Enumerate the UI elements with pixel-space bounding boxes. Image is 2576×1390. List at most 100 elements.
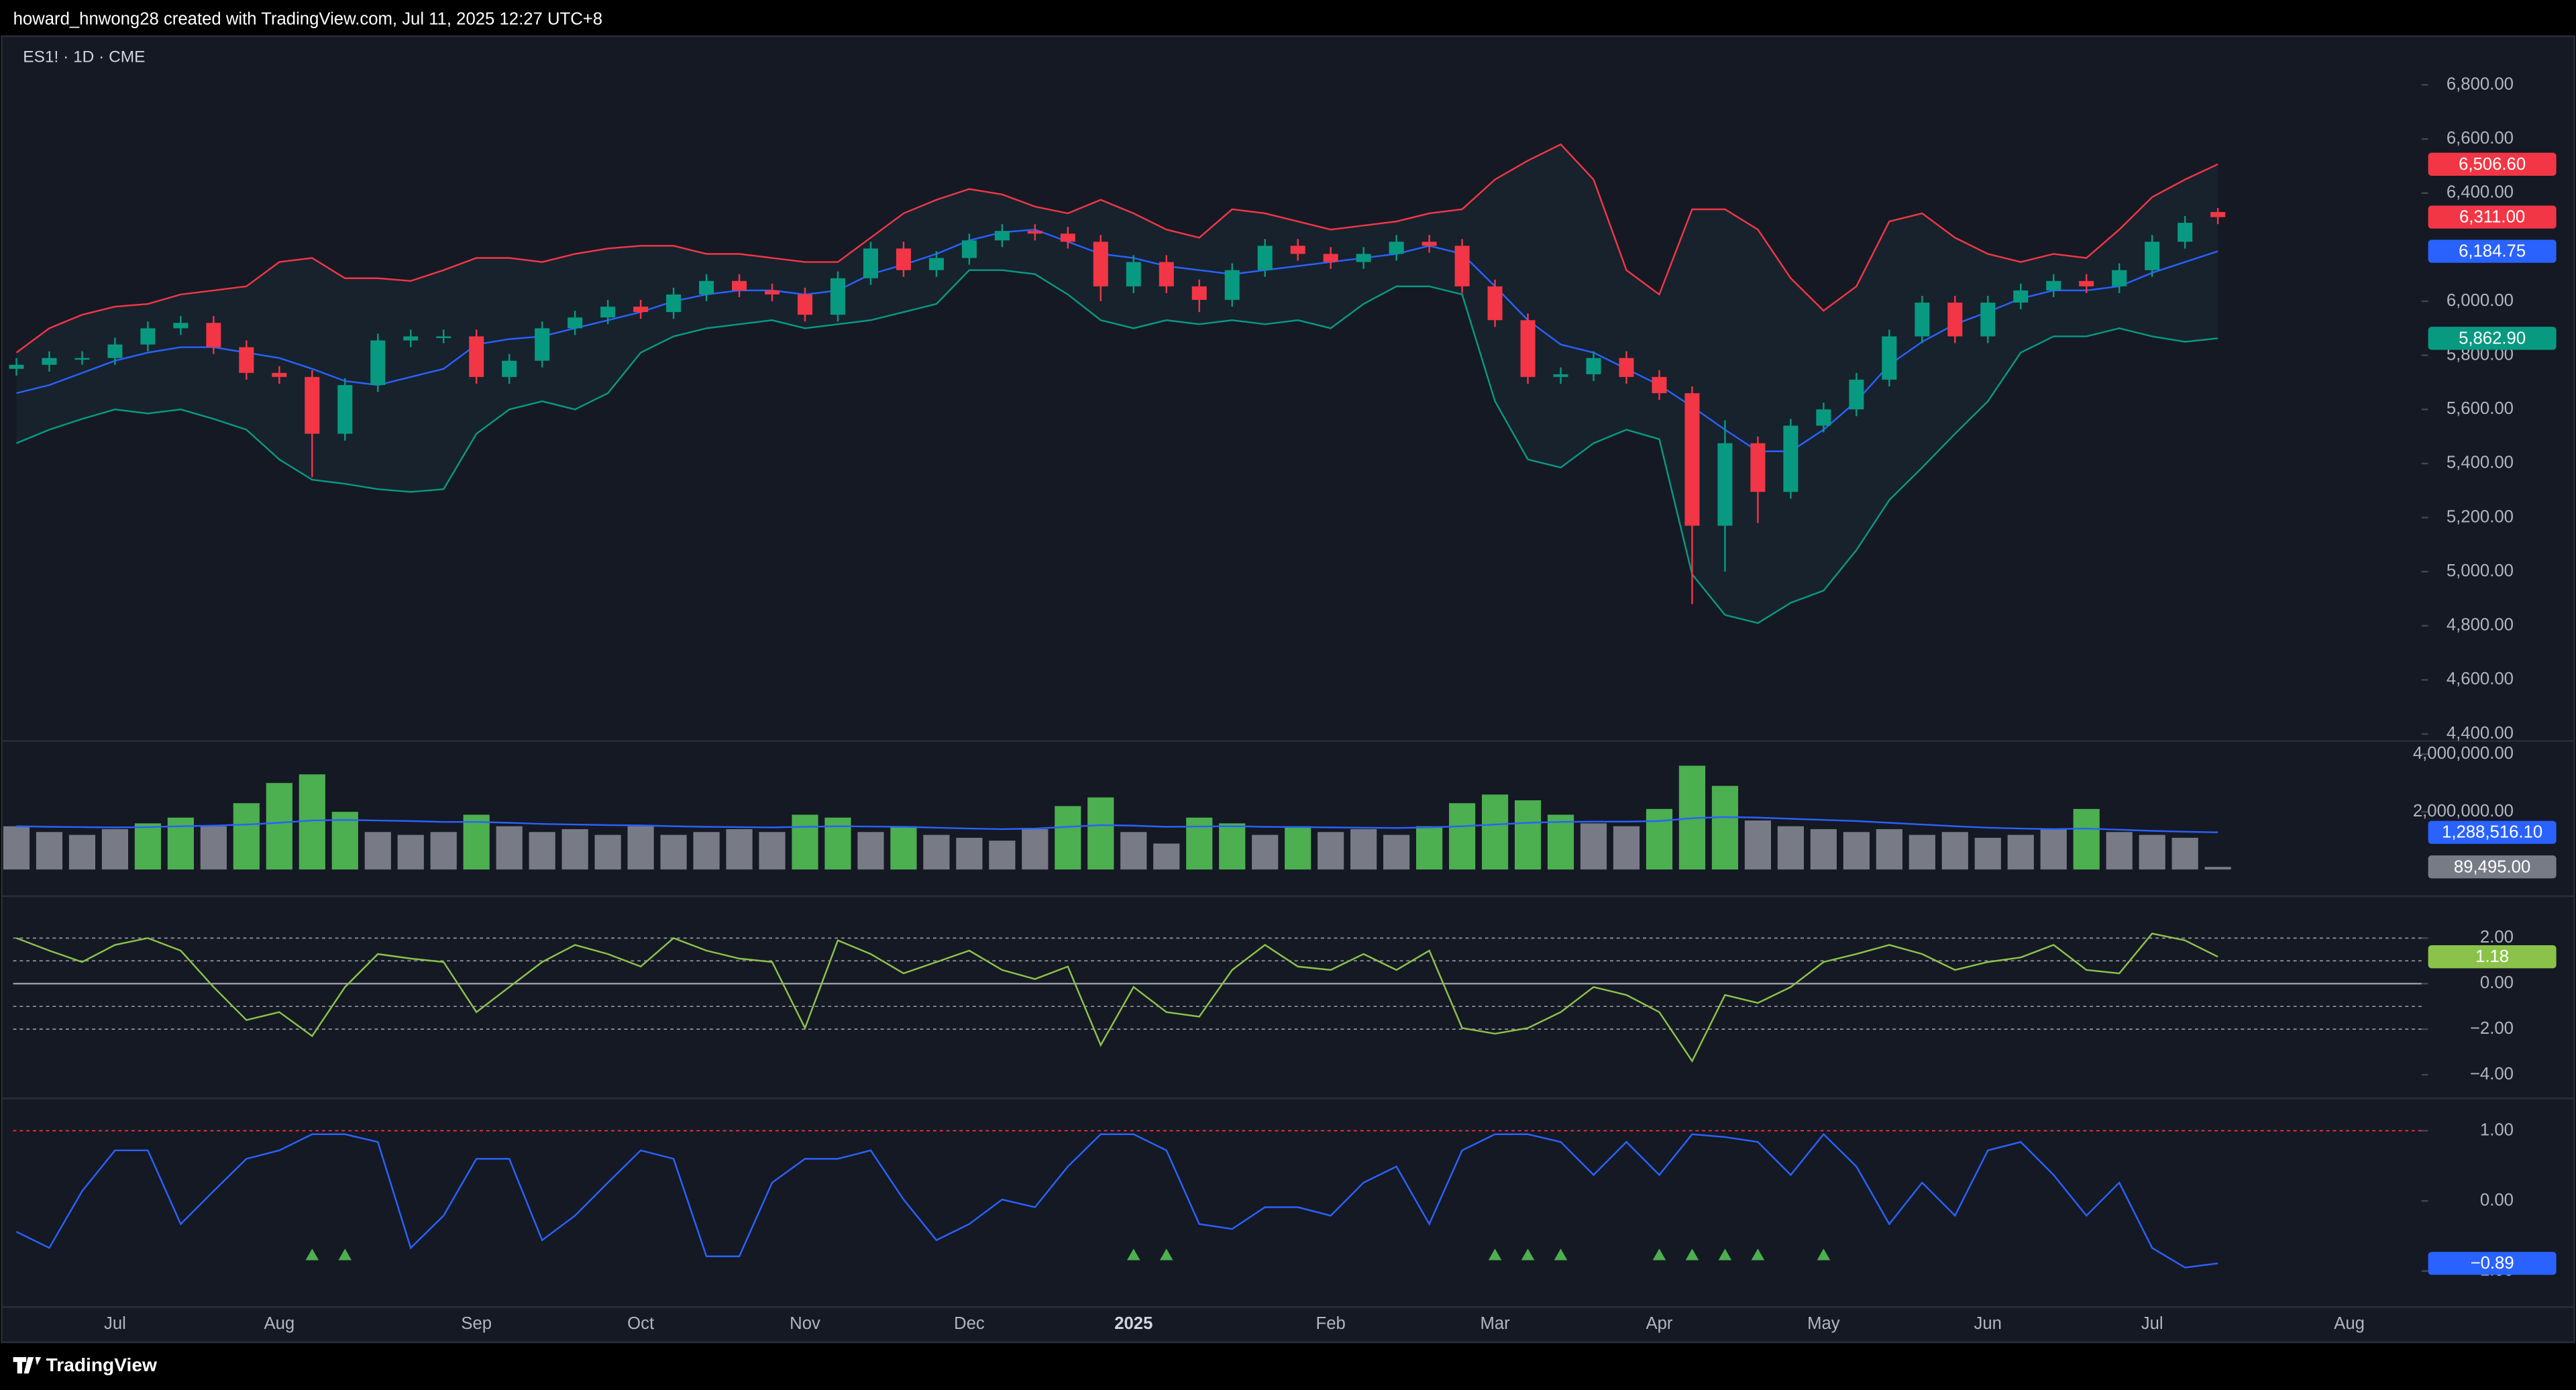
volume-bar <box>299 774 325 870</box>
signal-marker <box>1652 1248 1666 1261</box>
volume-bar <box>660 835 687 870</box>
candle-body <box>1980 303 1996 337</box>
volume-bar <box>1974 837 2001 870</box>
x-tick-label: Jul <box>2141 1314 2163 1333</box>
y-tick-label: 2,000,000.00 <box>2413 802 2514 820</box>
candle-body <box>1126 262 1141 286</box>
candle-body <box>1652 376 1667 394</box>
y-tick-label: 4,400.00 <box>2447 724 2514 743</box>
signal-marker <box>1127 1248 1140 1261</box>
price-tag-label: 6,184.75 <box>2459 242 2526 261</box>
volume-bar <box>792 814 818 870</box>
price-tag-label: 5,862.90 <box>2459 329 2526 348</box>
volume-bar <box>1876 828 1902 870</box>
candle-body <box>928 258 944 270</box>
price-tag <box>2428 820 2557 844</box>
volume-bar <box>857 832 884 870</box>
volume-bar <box>1580 823 1607 870</box>
candle-body <box>1947 303 1963 337</box>
price-tag-label: 1,288,516.10 <box>2442 823 2542 842</box>
x-tick-label: Jul <box>104 1314 126 1333</box>
candle-body <box>107 344 123 358</box>
price-tag-label: 89,495.00 <box>2454 857 2530 876</box>
y-tick-label: 0.00 <box>2480 973 2514 992</box>
y-tick-label: 1.00 <box>2480 1120 2514 1139</box>
volume-bar <box>1416 826 1443 870</box>
candle-body <box>173 323 189 329</box>
candle-body <box>2046 280 2061 290</box>
candle-body <box>535 328 550 361</box>
signal-marker <box>1159 1248 1173 1261</box>
x-tick-label: Jun <box>1974 1314 2002 1333</box>
volume-bar <box>1909 835 1935 870</box>
x-tick-label: Oct <box>627 1314 654 1333</box>
volume-bar <box>101 828 129 870</box>
volume-bar <box>1318 832 1344 870</box>
candle-body <box>403 336 419 341</box>
candle-body <box>502 360 517 377</box>
x-tick-label: Nov <box>790 1314 820 1333</box>
x-tick-label: Aug <box>2334 1314 2365 1333</box>
volume-bar <box>266 783 292 870</box>
y-tick-label: 6,600.00 <box>2447 129 2514 148</box>
volume-bar <box>890 826 917 870</box>
y-tick-label: 4,000,000.00 <box>2413 744 2514 763</box>
volume-bar <box>1547 814 1574 870</box>
brand-name: TradingView <box>46 1354 157 1375</box>
volume-bar <box>2106 832 2133 870</box>
volume-bar <box>496 826 523 870</box>
y-tick-label: 5,400.00 <box>2447 453 2514 472</box>
x-tick-label: Apr <box>1646 1314 1672 1333</box>
y-tick-label: 5,000.00 <box>2447 562 2514 580</box>
price-tag <box>2428 1252 2557 1275</box>
candle-body <box>2013 290 2029 303</box>
candle-body <box>1389 242 1404 254</box>
candle-body <box>633 307 649 313</box>
candle-body <box>239 347 254 373</box>
x-tick-label: Mar <box>1480 1314 1510 1333</box>
candle-body <box>1257 246 1273 270</box>
y-tick-label: 6,000.00 <box>2447 291 2514 310</box>
candle-body <box>370 340 386 386</box>
y-tick-label: 6,800.00 <box>2447 74 2514 93</box>
signal-marker <box>1718 1248 1732 1261</box>
candle-body <box>1849 379 1864 410</box>
indicator-line <box>15 143 2218 354</box>
volume-bar <box>68 835 96 870</box>
candle-body <box>797 294 813 315</box>
symbol-title: ES1! · 1D · CME <box>23 48 145 66</box>
candle-body <box>337 385 353 434</box>
signal-marker <box>1521 1248 1535 1261</box>
candle-body <box>666 294 682 313</box>
candle-body <box>699 280 714 295</box>
y-tick-label: 5,600.00 <box>2447 399 2514 418</box>
candle-body <box>1717 443 1733 526</box>
candle-body <box>1356 254 1371 262</box>
candle-body <box>1224 270 1240 301</box>
volume-bar <box>3 826 30 870</box>
volume-bar <box>627 826 654 870</box>
candle-body <box>1684 393 1700 526</box>
indicator-line <box>15 1132 2218 1269</box>
logo-mark <box>13 1356 42 1374</box>
indicator-line <box>16 816 2218 833</box>
volume-bar <box>1646 808 1673 870</box>
volume-bar <box>2139 835 2165 870</box>
candle-body <box>896 248 911 270</box>
volume-bar <box>529 832 555 870</box>
candle-body <box>1915 303 1930 337</box>
candle-body <box>732 280 747 290</box>
candle-body <box>994 231 1010 241</box>
band-fill <box>16 144 2218 623</box>
volume-bar <box>1285 826 1311 870</box>
candle-body <box>765 290 780 295</box>
x-tick-label: 2025 <box>1114 1314 1152 1333</box>
candle-body <box>2112 270 2127 286</box>
signal-marker <box>1685 1248 1699 1261</box>
signal-marker <box>305 1248 319 1261</box>
candle-body <box>469 336 484 377</box>
volume-bar <box>463 814 490 870</box>
candle-body <box>1882 336 1897 380</box>
volume-bar <box>134 823 161 870</box>
